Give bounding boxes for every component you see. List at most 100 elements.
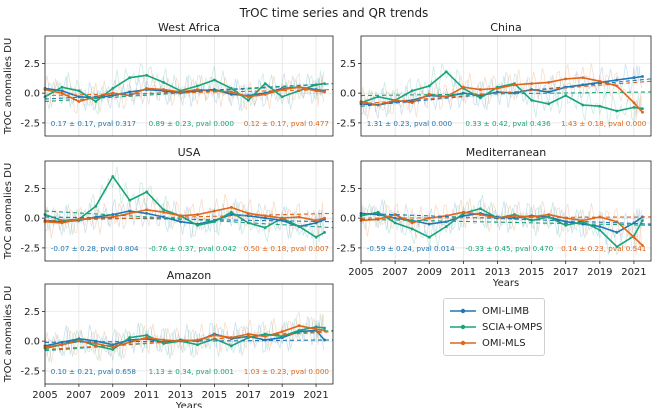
- legend-swatch-scia-omps: [450, 324, 476, 330]
- axes-frame: [360, 35, 652, 137]
- data-point: [581, 219, 585, 222]
- trend-annotation-omi-mls: 1.43 ± 0.18, pval 0.000: [561, 119, 647, 128]
- x-axis-label: Years: [492, 278, 519, 289]
- data-point: [547, 215, 551, 219]
- y-tick-label: -2.5: [20, 366, 40, 377]
- data-point: [145, 336, 149, 339]
- data-point: [427, 92, 431, 96]
- data-point: [196, 343, 199, 347]
- data-point: [427, 216, 431, 220]
- trend-annotation-omi-limb: -0.59 ± 0.24, pval 0.014: [367, 244, 455, 253]
- data-point: [615, 78, 619, 82]
- data-point: [479, 213, 482, 216]
- data-point: [564, 94, 568, 97]
- data-point: [60, 343, 64, 347]
- panel-amazon: Amazon -2.5 0.0 2.5 2005 2007 2009 2011 2013 2015…: [3, 269, 334, 408]
- trend-annotation-omi-limb: 1.31 ± 0.23, pval 0.000: [367, 119, 453, 128]
- data-point: [77, 89, 81, 93]
- panel-title: USA: [178, 146, 201, 159]
- panel-title: China: [490, 21, 521, 34]
- data-point: [162, 81, 165, 84]
- legend-swatch-omi-limb: [450, 308, 476, 314]
- data-point: [246, 98, 250, 102]
- series-noise-omi-mls: [360, 198, 642, 255]
- data-point: [179, 220, 182, 224]
- data-point: [323, 338, 326, 342]
- data-point: [280, 330, 284, 334]
- data-point: [444, 70, 448, 74]
- data-point: [641, 75, 644, 78]
- data-point: [393, 213, 397, 216]
- trend-line-scia-omps: [44, 83, 334, 103]
- series-line: [44, 206, 325, 224]
- data-point: [111, 345, 115, 349]
- data-point: [547, 90, 551, 94]
- data-point: [297, 85, 301, 89]
- data-point: [263, 82, 267, 86]
- series-omi-mls: [43, 324, 326, 349]
- axes-frame: [44, 35, 334, 137]
- y-tick-label: 0.0: [340, 89, 356, 100]
- y-axis-label: TrOC anomalies DU: [3, 38, 14, 135]
- data-point: [229, 344, 233, 348]
- data-point: [393, 98, 397, 102]
- data-point: [229, 206, 233, 209]
- x-tick-label: 2005: [348, 267, 373, 278]
- data-point: [229, 92, 233, 96]
- data-point: [641, 107, 644, 111]
- data-point: [145, 73, 149, 77]
- trend-annotation-omi-mls: 1.03 ± 0.23, pval 0.000: [244, 367, 330, 376]
- trend-line-omi-mls: [44, 331, 334, 351]
- x-tick-label: 2007: [66, 390, 91, 401]
- series-line: [44, 324, 325, 348]
- x-tick-label: 2013: [485, 267, 510, 278]
- trend-line-scia-omps: [44, 210, 334, 229]
- trend-line-scia-omps: [44, 329, 334, 352]
- x-tick-label: 2011: [134, 390, 159, 401]
- trend-annotation-omi-limb: 0.10 ± 0.21, pval 0.658: [51, 367, 137, 376]
- data-point: [615, 84, 619, 88]
- series-line: [44, 74, 325, 103]
- trend-annotation-omi-mls: 0.14 ± 0.23, pval 0.541: [561, 244, 646, 253]
- data-point: [145, 211, 149, 215]
- data-point: [280, 88, 284, 91]
- legend-swatch-omi-mls: [450, 340, 476, 346]
- data-point: [128, 209, 132, 213]
- x-tick-label: 2009: [417, 267, 442, 278]
- data-point: [641, 110, 644, 114]
- data-point: [530, 82, 533, 86]
- data-point: [111, 348, 115, 351]
- data-point: [632, 76, 636, 80]
- data-point: [229, 213, 233, 216]
- data-point: [297, 215, 301, 219]
- trend-annotation-omi-mls: 0.12 ± 0.17, pval 0.477: [244, 119, 329, 128]
- data-point: [263, 216, 267, 220]
- data-point: [213, 333, 216, 337]
- data-point: [196, 213, 199, 216]
- data-point: [427, 84, 431, 88]
- data-point: [323, 216, 326, 220]
- series-noise-scia-omps: [44, 313, 324, 363]
- x-tick-label: 2019: [587, 267, 612, 278]
- y-tick-label: 0.0: [24, 214, 40, 225]
- y-axis-label: TrOC anomalies DU: [3, 163, 14, 260]
- data-point: [162, 338, 165, 342]
- trend-annotation-omi-limb: 0.17 ± 0.17, pval 0.317: [51, 119, 136, 128]
- x-tick-label: 2009: [100, 390, 125, 401]
- data-point: [60, 91, 64, 95]
- data-point: [196, 88, 199, 91]
- data-point: [547, 213, 551, 216]
- data-point: [598, 79, 602, 83]
- y-tick-label: 2.5: [340, 184, 356, 195]
- data-point: [479, 207, 482, 211]
- data-point: [496, 90, 499, 94]
- series-line: [44, 326, 325, 351]
- data-point: [314, 83, 318, 87]
- series-noise-scia-omps: [44, 63, 324, 116]
- data-point: [376, 95, 380, 99]
- series-line: [360, 211, 644, 247]
- trend-line-omi-limb: [360, 212, 652, 225]
- axes-frame: [360, 160, 652, 262]
- data-point: [162, 208, 165, 212]
- legend-label-omi-mls: OMI-MLS: [482, 337, 526, 349]
